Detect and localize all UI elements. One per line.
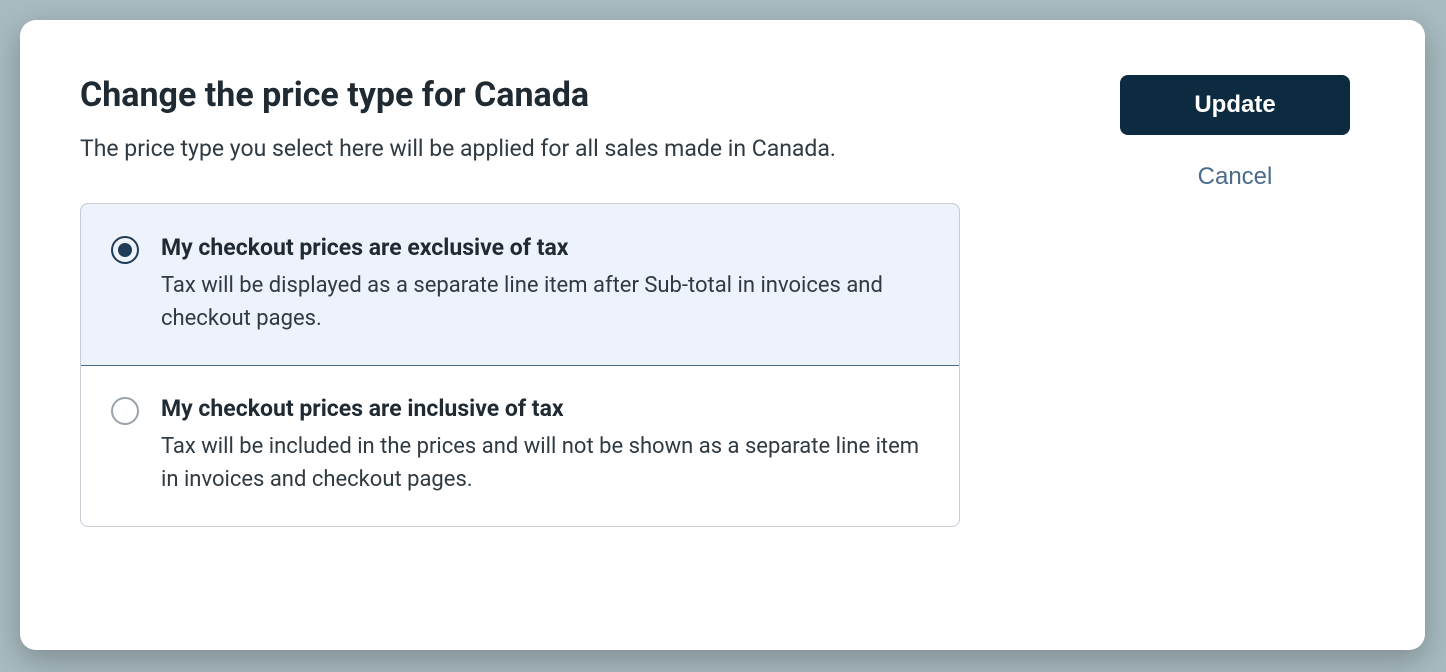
radio-option-inclusive[interactable]: My checkout prices are inclusive of tax … xyxy=(81,365,959,526)
radio-text: My checkout prices are inclusive of tax … xyxy=(161,395,929,496)
radio-text: My checkout prices are exclusive of tax … xyxy=(161,234,929,335)
radio-option-description: Tax will be included in the prices and w… xyxy=(161,430,929,496)
dialog-title: Change the price type for Canada xyxy=(80,75,1060,115)
price-type-dialog: Change the price type for Canada The pri… xyxy=(20,20,1425,650)
dialog-actions: Update Cancel xyxy=(1120,75,1350,595)
radio-icon xyxy=(111,397,139,425)
update-button[interactable]: Update xyxy=(1120,75,1350,135)
radio-option-exclusive[interactable]: My checkout prices are exclusive of tax … xyxy=(80,203,960,366)
dialog-content: Change the price type for Canada The pri… xyxy=(80,75,1060,595)
radio-option-title: My checkout prices are exclusive of tax xyxy=(161,234,929,261)
radio-option-title: My checkout prices are inclusive of tax xyxy=(161,395,929,422)
price-type-radio-group: My checkout prices are exclusive of tax … xyxy=(80,203,960,527)
dialog-subtitle: The price type you select here will be a… xyxy=(80,133,1060,165)
cancel-button[interactable]: Cancel xyxy=(1198,163,1273,191)
radio-option-description: Tax will be displayed as a separate line… xyxy=(161,269,929,335)
radio-icon xyxy=(111,236,139,264)
